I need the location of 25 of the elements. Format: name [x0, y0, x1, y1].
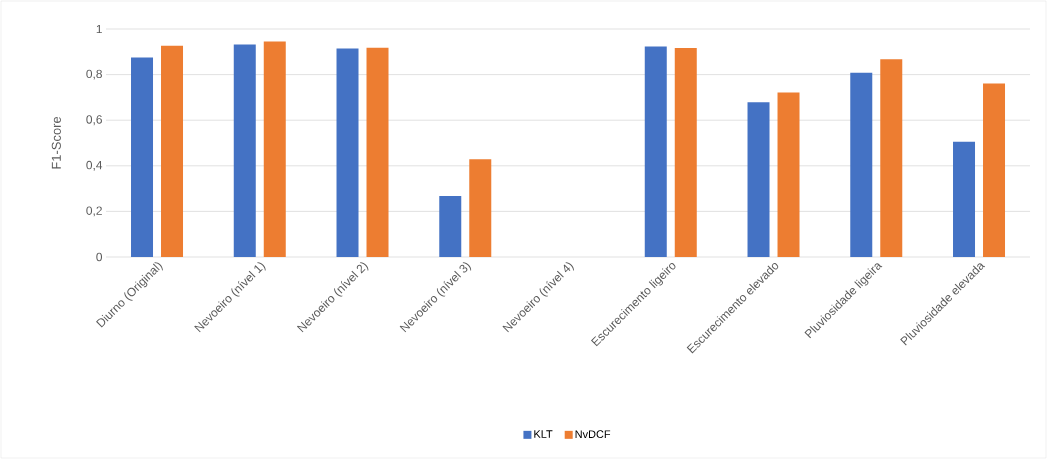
- bar: [336, 48, 359, 257]
- legend-label: KLT: [534, 430, 553, 438]
- bar: [233, 44, 256, 257]
- bar: [131, 57, 154, 257]
- bar: [366, 47, 389, 257]
- y-tick-label: 0,4: [86, 160, 103, 171]
- bar: [439, 195, 462, 257]
- bar: [469, 159, 492, 257]
- bar: [983, 83, 1006, 257]
- y-tick-label: 0,6: [86, 115, 102, 126]
- bar: [161, 45, 184, 257]
- y-axis-title: F1-Score: [51, 116, 61, 169]
- y-tick-label: 0,2: [86, 206, 102, 217]
- bar: [674, 47, 697, 257]
- bar: [953, 141, 976, 257]
- bar: [880, 59, 903, 257]
- y-tick-label: 1: [96, 24, 102, 34]
- bar: [850, 72, 873, 257]
- bar: [777, 92, 800, 257]
- legend-label: NvDCF: [575, 430, 611, 439]
- y-tick-label: 0,8: [86, 69, 102, 80]
- bar: [747, 102, 770, 257]
- bar: [644, 46, 667, 257]
- y-tick-label: 0: [96, 252, 103, 262]
- bar: [263, 41, 286, 257]
